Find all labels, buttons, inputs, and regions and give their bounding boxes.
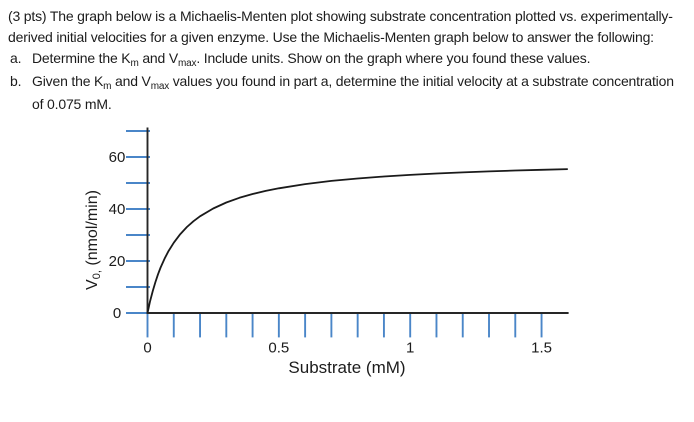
question-text: (3 pts) The graph below is a Michaelis-M… <box>8 6 694 115</box>
x-tick-label: 0.5 <box>268 340 289 357</box>
y-tick-label: 0 <box>113 305 121 322</box>
item-b-marker: b. <box>10 73 22 89</box>
x-tick-label: 1 <box>406 340 414 357</box>
x-axis-title: Substrate (mM) <box>288 358 405 377</box>
item-a-marker: a. <box>10 50 22 66</box>
y-axis-ticks <box>126 130 150 314</box>
question-intro-line-1: (3 pts) The graph below is a Michaelis-M… <box>8 8 673 24</box>
y-tick-label: 60 <box>109 149 126 166</box>
y-tick-label: 20 <box>109 253 126 270</box>
item-b-text: Given the Km and Vmax values you found i… <box>32 73 674 92</box>
y-tick-labels: 0 20 40 60 <box>109 149 126 322</box>
x-axis-ticks <box>146 313 543 338</box>
question-item-a: a. Determine the Km and Vmax. Include uni… <box>8 48 694 71</box>
x-tick-labels: 0 0.5 1 1.5 <box>143 340 552 357</box>
michaelis-menten-curve <box>146 168 568 314</box>
question-item-b-line-2: of 0.075 mM. <box>32 96 112 112</box>
y-tick-label: 40 <box>109 201 126 218</box>
y-axis-title: V0, (nmol/min) <box>84 190 103 290</box>
x-tick-label: 0 <box>143 340 151 357</box>
question-item-b-line-1: b. Given the Km and Vmax values you found… <box>8 71 694 94</box>
x-tick-label: 1.5 <box>531 340 552 357</box>
question-intro-line-2: derived initial velocities for a given e… <box>8 29 654 45</box>
item-a-text: Determine the Km and Vmax. Include units… <box>32 50 591 69</box>
